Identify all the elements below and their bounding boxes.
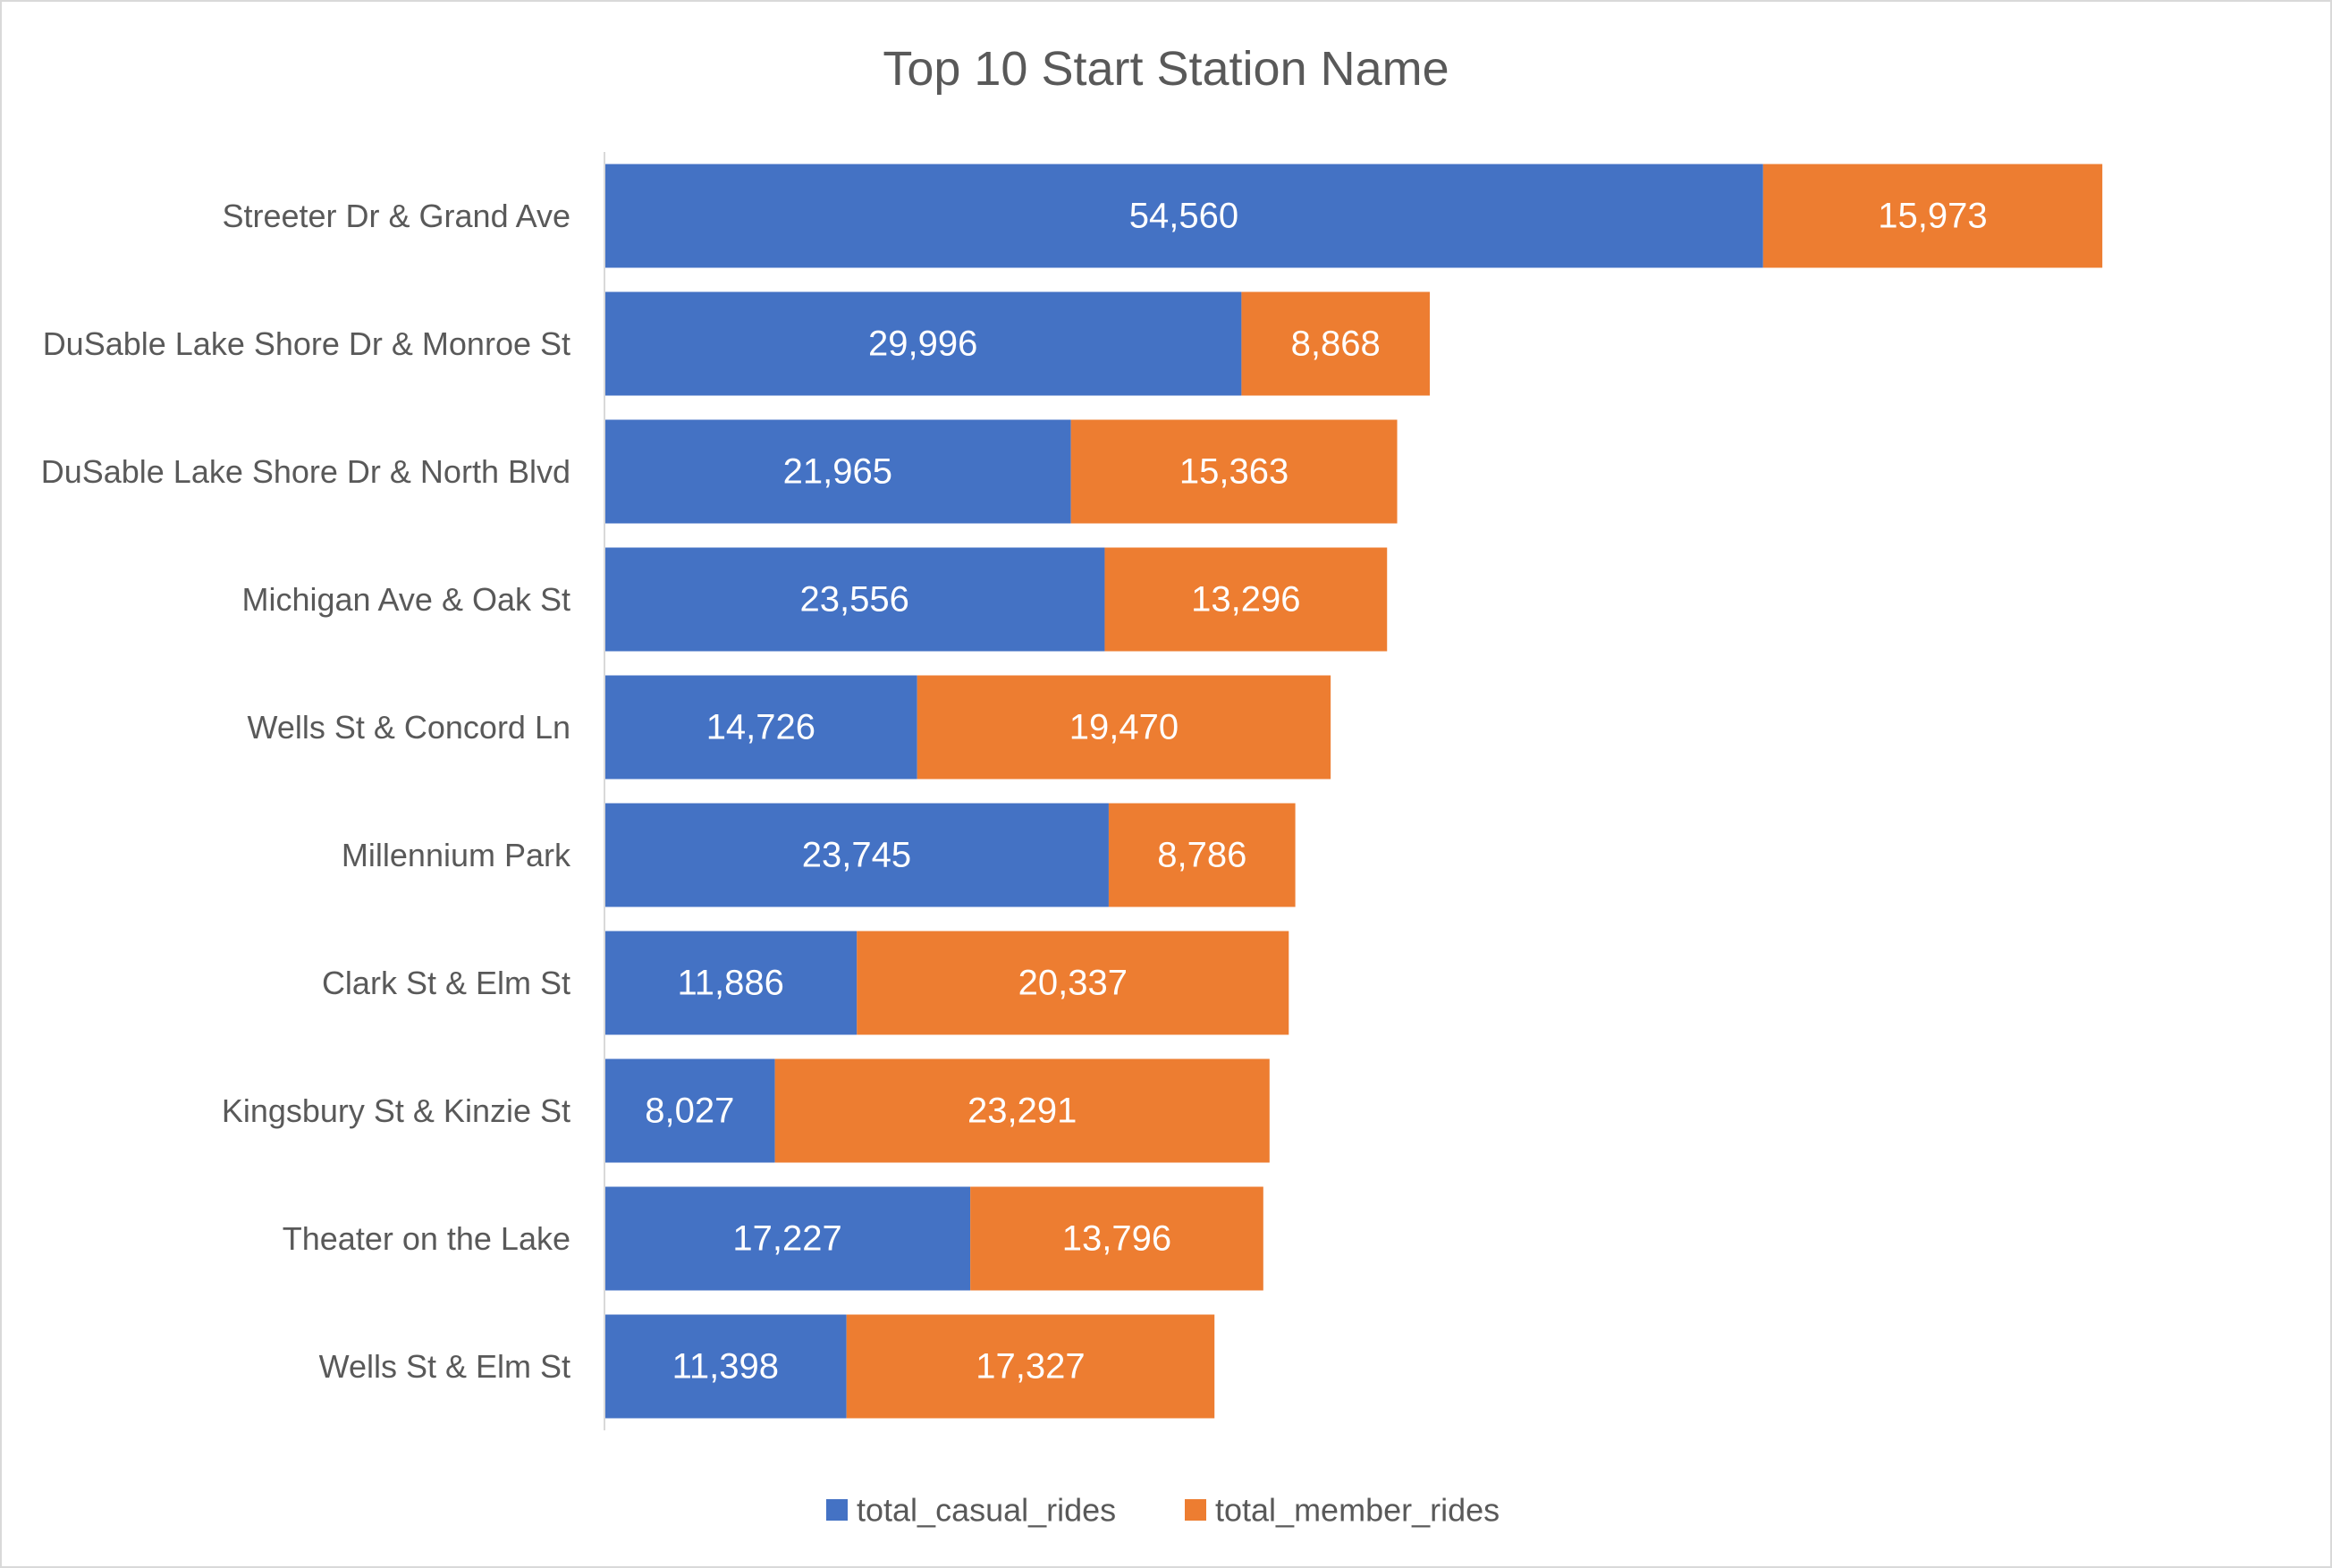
category-labels: Streeter Dr & Grand Ave DuSable Lake Shor… bbox=[41, 198, 571, 1385]
data-label-total-casual-rides-4: 23,556 bbox=[800, 580, 909, 620]
data-label-total-casual-rides-3: 21,965 bbox=[783, 452, 892, 492]
bar-total-member-rides-7 bbox=[857, 931, 1289, 1035]
data-label-total-member-rides-1: 15,973 bbox=[1878, 197, 1987, 236]
data-label-total-casual-rides-10: 11,398 bbox=[672, 1347, 779, 1387]
data-label-total-member-rides-8: 23,291 bbox=[967, 1092, 1077, 1131]
data-label-total-casual-rides-6: 23,745 bbox=[802, 836, 911, 875]
data-label-total-casual-rides-9: 17,227 bbox=[732, 1219, 841, 1259]
data-label-total-member-rides-2: 8,868 bbox=[1291, 325, 1381, 364]
legend-label-total-casual-rides: total_casual_rides bbox=[857, 1492, 1116, 1529]
bar-total-casual-rides-8 bbox=[604, 1058, 775, 1163]
category-label-wells-st-elm-st: Wells St & Elm St bbox=[319, 1348, 570, 1385]
data-label-total-casual-rides-5: 14,726 bbox=[706, 708, 815, 747]
bar-total-member-rides-9 bbox=[970, 1186, 1263, 1291]
bar-total-member-rides-4 bbox=[1104, 547, 1388, 652]
data-label-total-casual-rides-1: 54,560 bbox=[1129, 197, 1238, 236]
category-label-dusable-lake-shore-dr-north-blvd: DuSable Lake Shore Dr & North Blvd bbox=[41, 453, 570, 490]
bar-total-casual-rides-4 bbox=[604, 547, 1105, 652]
bar-total-casual-rides-1 bbox=[604, 164, 1763, 268]
legend-label-total-member-rides: total_member_rides bbox=[1215, 1492, 1500, 1529]
category-label-kingsbury-st-kinzie-st: Kingsbury St & Kinzie St bbox=[222, 1092, 570, 1129]
bars: 54,560 15,973 29,996 8,868 21,965 15,363 23,55… bbox=[604, 164, 2103, 1419]
bar-total-member-rides-10 bbox=[846, 1314, 1215, 1419]
category-label-michigan-ave-oak-st: Michigan Ave & Oak St bbox=[241, 581, 570, 618]
data-label-total-member-rides-5: 19,470 bbox=[1069, 708, 1179, 747]
data-label-total-member-rides-7: 20,337 bbox=[1018, 964, 1128, 1003]
bar-total-casual-rides-7 bbox=[604, 931, 858, 1035]
bar-total-casual-rides-2 bbox=[604, 291, 1242, 396]
data-label-total-member-rides-6: 8,786 bbox=[1157, 836, 1246, 875]
bar-total-member-rides-3 bbox=[1070, 419, 1398, 524]
bar-total-casual-rides-3 bbox=[604, 419, 1071, 524]
data-label-total-member-rides-9: 13,796 bbox=[1062, 1219, 1171, 1259]
data-label-total-member-rides-3: 15,363 bbox=[1179, 452, 1289, 492]
category-label-streeter-dr-grand-ave: Streeter Dr & Grand Ave bbox=[222, 198, 570, 234]
bar-total-member-rides-1 bbox=[1762, 164, 2103, 268]
category-label-theater-on-the-lake: Theater on the Lake bbox=[283, 1220, 570, 1257]
bar-total-member-rides-8 bbox=[774, 1058, 1270, 1163]
data-label-total-casual-rides-2: 29,996 bbox=[868, 325, 977, 364]
data-label-total-casual-rides-8: 8,027 bbox=[645, 1092, 734, 1131]
bar-total-casual-rides-6 bbox=[604, 803, 1109, 907]
bar-total-member-rides-2 bbox=[1241, 291, 1431, 396]
legend: total_casual_rides total_member_rides bbox=[826, 1492, 1500, 1529]
bar-total-casual-rides-9 bbox=[604, 1186, 971, 1291]
data-label-total-casual-rides-7: 11,886 bbox=[677, 964, 783, 1003]
category-label-millennium-park: Millennium Park bbox=[342, 837, 571, 873]
category-label-dusable-lake-shore-dr-monroe-st: DuSable Lake Shore Dr & Monroe St bbox=[43, 325, 570, 362]
bar-total-member-rides-5 bbox=[917, 675, 1331, 780]
legend-swatch-total-casual-rides bbox=[826, 1499, 848, 1521]
data-label-total-member-rides-10: 17,327 bbox=[976, 1347, 1085, 1387]
bar-total-member-rides-6 bbox=[1108, 803, 1296, 907]
bar-total-casual-rides-10 bbox=[604, 1314, 847, 1419]
category-label-wells-st-concord-ln: Wells St & Concord Ln bbox=[248, 709, 571, 746]
category-label-clark-st-elm-st: Clark St & Elm St bbox=[322, 965, 570, 1001]
legend-swatch-total-member-rides bbox=[1185, 1499, 1206, 1521]
bar-total-casual-rides-5 bbox=[604, 675, 917, 780]
data-label-total-member-rides-4: 13,296 bbox=[1191, 580, 1300, 620]
chart-title: Top 10 Start Station Name bbox=[883, 42, 1449, 96]
